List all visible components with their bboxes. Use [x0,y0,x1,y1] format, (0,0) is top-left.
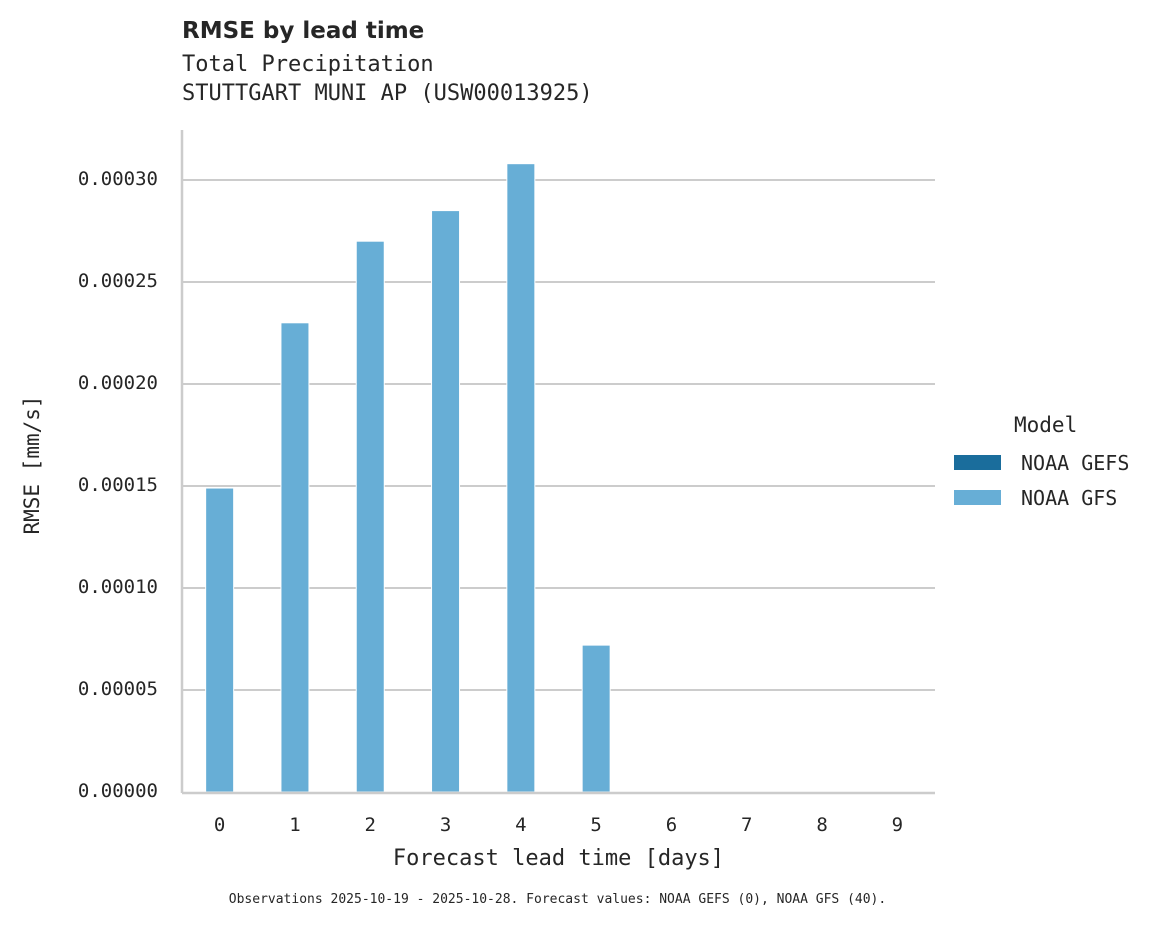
y-tick-label: 0.00020 [77,372,158,394]
bar-noaa-gfs [280,322,310,793]
x-tick-label: 5 [590,814,602,836]
bar-noaa-gfs [355,240,385,793]
chart-subtitle-station: STUTTGART MUNI AP (USW00013925) [182,81,593,106]
y-axis-label: RMSE [mm/s] [20,395,44,535]
legend-swatch-gefs [954,455,1001,470]
x-axis-label: Forecast lead time [days] [392,846,725,871]
x-tick-label: 4 [515,814,527,836]
bar-noaa-gfs [205,487,235,793]
x-tick-label: 7 [741,814,753,836]
legend-title: Model [1014,413,1078,437]
x-tick-label: 0 [213,814,226,836]
chart-title: RMSE by lead time [182,18,425,44]
x-tick-label: 9 [891,814,904,836]
y-tick-label: 0.00000 [77,780,158,802]
chart-subtitle-variable: Total Precipitation [182,52,434,77]
y-tick-label: 0.00030 [77,168,158,190]
y-tick-label: 0.00025 [77,270,158,292]
bar-noaa-gfs [506,163,536,793]
legend-label-gefs: NOAA GEFS [1021,451,1130,475]
x-tick-label: 6 [665,814,678,836]
footnote: Observations 2025-10-19 - 2025-10-28. Fo… [228,892,887,907]
bar-noaa-gfs [431,210,461,793]
x-tick-label: 2 [364,814,376,836]
y-tick-label: 0.00010 [77,576,158,598]
y-tick-label: 0.00015 [77,474,158,496]
y-tick-label: 0.00005 [77,678,158,700]
x-tick-label: 1 [289,814,301,836]
x-tick-label: 8 [816,814,828,836]
x-tick-label: 3 [439,814,452,836]
legend-label-gfs: NOAA GFS [1021,486,1118,510]
bar-noaa-gfs [581,644,611,793]
legend-swatch-gfs [954,490,1001,505]
